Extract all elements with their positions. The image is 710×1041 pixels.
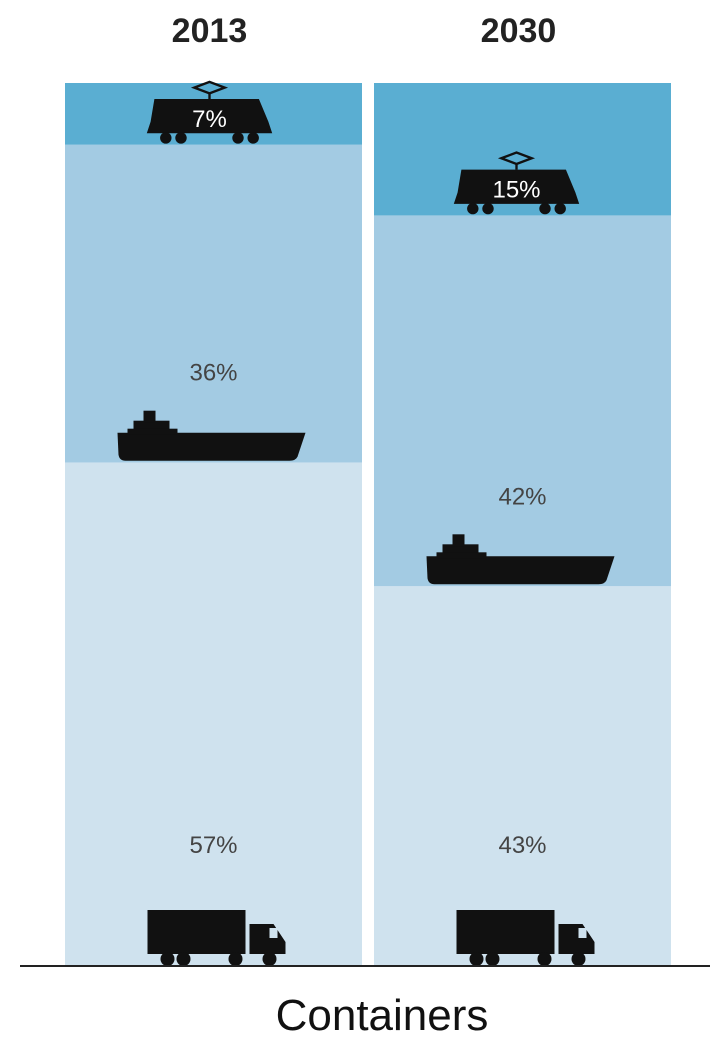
bars-layer [65, 83, 671, 966]
data-label-road-2030: 43% [498, 832, 546, 859]
truck-icon [147, 910, 286, 966]
ship-icon [426, 534, 615, 585]
truck-icon [456, 910, 595, 966]
bar-segment-waterway-2013 [65, 144, 362, 463]
ship-icon [117, 410, 306, 461]
train-icon [146, 80, 273, 144]
data-label-rail-2013: 7% [192, 106, 227, 133]
category-label-2013: 2013 [172, 12, 248, 50]
train-icon [453, 151, 580, 215]
data-label-rail-2030: 15% [492, 176, 540, 203]
bar-segment-road-2013 [65, 462, 362, 966]
icons-layer [117, 80, 615, 966]
data-label-road-2013: 57% [189, 832, 237, 859]
data-label-waterway-2030: 42% [498, 483, 546, 510]
x-axis-label: Containers [276, 991, 489, 1036]
data-label-waterway-2013: 36% [189, 360, 237, 387]
labels-layer: 2013 7% 36% 57% 2030 15% 42% 43% [172, 12, 557, 859]
bar-segment-road-2030 [374, 586, 671, 966]
bar-segment-waterway-2030 [374, 215, 671, 587]
category-label-2030: 2030 [481, 12, 557, 50]
